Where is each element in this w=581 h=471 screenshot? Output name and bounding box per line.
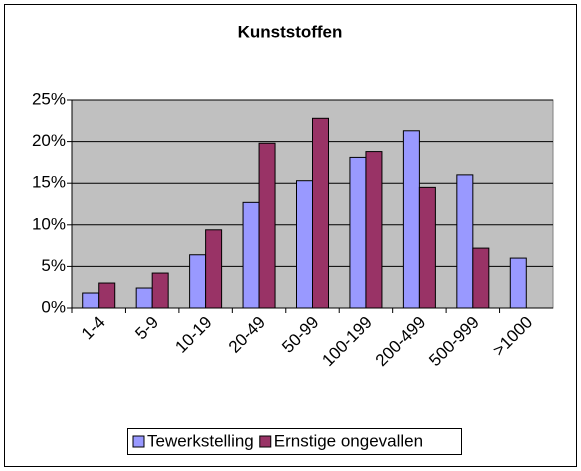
- bar: [296, 180, 313, 309]
- bar: [151, 272, 169, 309]
- y-tick-label: 20%: [32, 131, 66, 150]
- bar: [349, 156, 367, 309]
- bar: [418, 186, 436, 309]
- bar: [312, 117, 329, 309]
- legend-swatch: [132, 435, 145, 448]
- legend-label: Ernstige ongevallen: [274, 431, 423, 450]
- y-tick-label: 0%: [41, 297, 66, 316]
- bar: [509, 257, 527, 309]
- y-tick-label: 25%: [32, 89, 66, 108]
- legend-swatch: [259, 435, 272, 448]
- bar: [82, 292, 100, 309]
- y-tick-label: 10%: [32, 214, 66, 233]
- bar: [456, 174, 474, 309]
- bar: [242, 201, 260, 309]
- bar: [205, 229, 223, 309]
- legend-label: Tewerkstelling: [147, 431, 254, 450]
- bar: [365, 151, 383, 309]
- bar: [98, 282, 116, 309]
- y-tick-label: 5%: [41, 256, 66, 275]
- chart-title: Kunststoffen: [238, 22, 343, 41]
- bar: [258, 142, 276, 309]
- bar: [189, 254, 207, 309]
- bar: [402, 130, 420, 309]
- y-tick-label: 15%: [32, 173, 66, 192]
- legend-box: [127, 428, 462, 455]
- legend: Tewerkstelling Ernstige ongevallen: [127, 428, 462, 455]
- bar: [472, 247, 490, 309]
- bar: [135, 287, 153, 309]
